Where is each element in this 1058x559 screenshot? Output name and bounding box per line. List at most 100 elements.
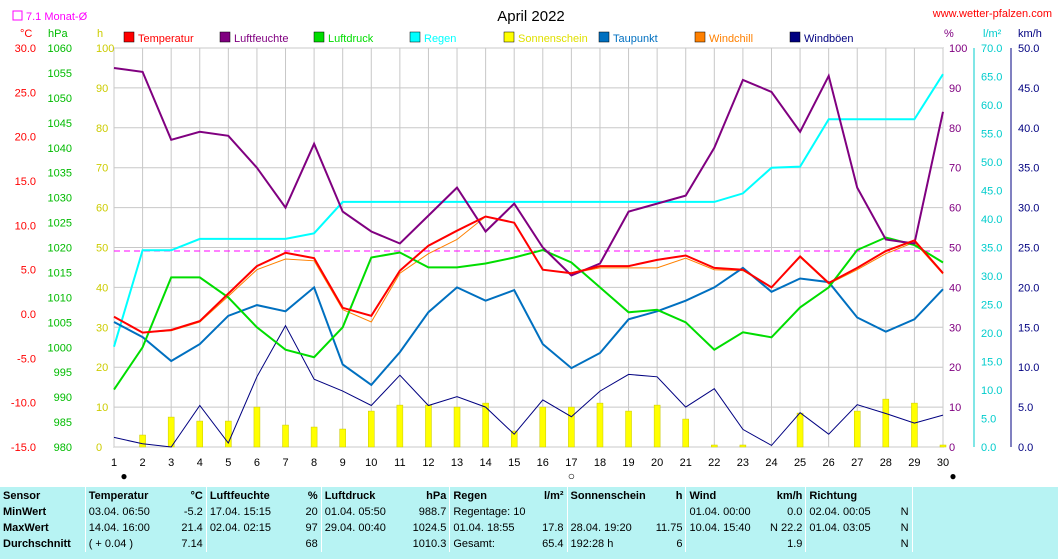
series-lines <box>113 67 944 448</box>
legend: Temperatur Luftfeuchte Luftdruck Regen Sonne… <box>123 31 854 45</box>
axis-tick-label-pressure: 1055 <box>48 68 72 80</box>
x-tick-label: 17 <box>565 457 577 469</box>
axis-tick-label-hours: 80 <box>96 123 108 135</box>
press-value: 1024.5 <box>412 522 447 534</box>
x-tick-label: 24 <box>765 457 777 469</box>
header-rain: Regen <box>449 487 538 504</box>
temp-time: 14.04. 16:00 <box>84 520 179 536</box>
x-tick-label: 21 <box>680 457 692 469</box>
axis-tick-label-hours: 20 <box>96 362 108 374</box>
series-line-taupunkt <box>113 266 944 387</box>
x-tick-label: 26 <box>823 457 835 469</box>
sunshine-bar <box>568 406 575 448</box>
unit-wind: km/h <box>1018 28 1042 40</box>
unit-hours: h <box>97 28 103 40</box>
axis-tick-label-hours: 100 <box>96 43 114 55</box>
hum-value: 97 <box>305 522 318 534</box>
x-tick-label: 30 <box>937 457 949 469</box>
chart-title: April 2022 <box>497 8 565 25</box>
legend-swatch-icon <box>598 31 610 43</box>
axis-tick-label-pressure: 1015 <box>48 267 72 279</box>
axis-tick-label-hours: 90 <box>96 83 108 95</box>
axis-tick-label-wind: 50.0 <box>1018 43 1039 55</box>
x-tick-label: 18 <box>594 457 606 469</box>
axis-tick-label-wind: 20.0 <box>1018 282 1039 294</box>
sunshine-bar <box>453 406 461 448</box>
axis-tick-label-temp: -10.0 <box>11 398 36 410</box>
axis-tick-label-rain: 10.0 <box>981 385 1002 397</box>
rain-value: 65.4 <box>542 538 564 550</box>
sunshine-bar <box>853 410 861 448</box>
axis-tick-label-wind: 25.0 <box>1018 243 1039 255</box>
press-value: 1010.3 <box>412 538 447 550</box>
axis-tick-label-temp: 25.0 <box>15 87 36 99</box>
row-empty <box>911 536 1058 552</box>
legend-label: Luftfeuchte <box>234 33 288 45</box>
dir-value: N <box>900 506 909 518</box>
sun-value <box>653 504 686 520</box>
sunshine-bar <box>510 430 518 448</box>
axis-tick-label-temp: -15.0 <box>11 442 36 454</box>
header-sensor: Sensor <box>3 489 41 502</box>
axis-tick-label-temp: 5.0 <box>21 265 36 277</box>
sunshine-bar <box>339 428 346 448</box>
header-sun: Sonnenschein <box>566 487 653 504</box>
x-tick-label: 13 <box>451 457 463 469</box>
legend-swatch-icon <box>313 31 325 43</box>
axis-tick-label-rain: 5.0 <box>981 414 996 426</box>
wind-time: 01.04. 00:00 <box>685 504 767 520</box>
stats-panel: Sensor Temperatur °C Luftfeuchte % Luftd… <box>0 487 1058 559</box>
sun-value: 6 <box>676 538 683 550</box>
axis-tick-label-wind: 15.0 <box>1018 322 1039 334</box>
avg-marker-icon <box>12 10 23 21</box>
legend-label: Sonnenschein <box>518 33 588 45</box>
sun-time <box>566 504 653 520</box>
header-wind: Wind <box>685 487 767 504</box>
axis-tick-label-pressure: 995 <box>54 367 72 379</box>
sun-time: 28.04. 19:20 <box>566 520 653 536</box>
axis-tick-label-wind: 10.0 <box>1018 362 1039 374</box>
press-time: 29.04. 00:40 <box>320 520 410 536</box>
weather-chart: April 2022 www.wetter-pfalzen.com 7.1 Mo… <box>11 8 1052 483</box>
series-line-luftdruck <box>113 236 944 391</box>
legend-swatch-icon <box>219 31 231 43</box>
axis-tick-label-pressure: 1040 <box>48 143 72 155</box>
temp-value: 7.14 <box>181 538 203 550</box>
rain-value: 17.8 <box>542 522 564 534</box>
header-temp: Temperatur <box>84 487 179 504</box>
sunshine-bar <box>796 412 804 448</box>
axis-tick-label-pressure: 1000 <box>48 342 72 354</box>
axis-tick-label-hours: 70 <box>96 163 108 175</box>
axis-tick-label-temp: -5.0 <box>17 353 36 365</box>
unit-pressure: hPa <box>48 28 68 40</box>
series-line-temperatur <box>113 215 944 334</box>
legend-swatch-icon <box>123 31 135 43</box>
axis-tick-label-percent: 30 <box>949 322 961 334</box>
moon-markers: ● ○ ● <box>120 469 956 483</box>
x-tick-label: 14 <box>479 457 491 469</box>
x-tick-label: 8 <box>311 457 317 469</box>
x-tick-label: 22 <box>708 457 720 469</box>
legend-swatch-icon <box>789 31 801 43</box>
rain-time: 01.04. 18:55 <box>449 520 538 536</box>
legend-label: Taupunkt <box>613 33 658 45</box>
axis-tick-label-pressure: 1010 <box>48 292 72 304</box>
sunshine-bar <box>682 418 689 448</box>
axis-tick-label-percent: 10 <box>949 402 961 414</box>
sunshine-bar <box>196 420 204 448</box>
sunshine-bar <box>396 404 404 448</box>
sunshine-bar <box>596 402 604 448</box>
legend-swatch-icon <box>503 31 515 43</box>
sunshine-bar <box>653 404 661 448</box>
x-tick-label: 28 <box>880 457 892 469</box>
axis-tick-label-percent: 60 <box>949 203 961 215</box>
x-tick-label: 10 <box>365 457 377 469</box>
series-line-regen <box>113 73 944 347</box>
x-tick-label: 7 <box>282 457 288 469</box>
x-tick-label: 11 <box>394 457 405 469</box>
site-url[interactable]: www.wetter-pfalzen.com <box>932 8 1052 20</box>
legend-swatch-icon <box>694 31 706 43</box>
header-hum: Luftfeuchte <box>205 487 297 504</box>
sunshine-bar <box>310 426 318 448</box>
wind-value: 0.0 <box>787 506 803 518</box>
